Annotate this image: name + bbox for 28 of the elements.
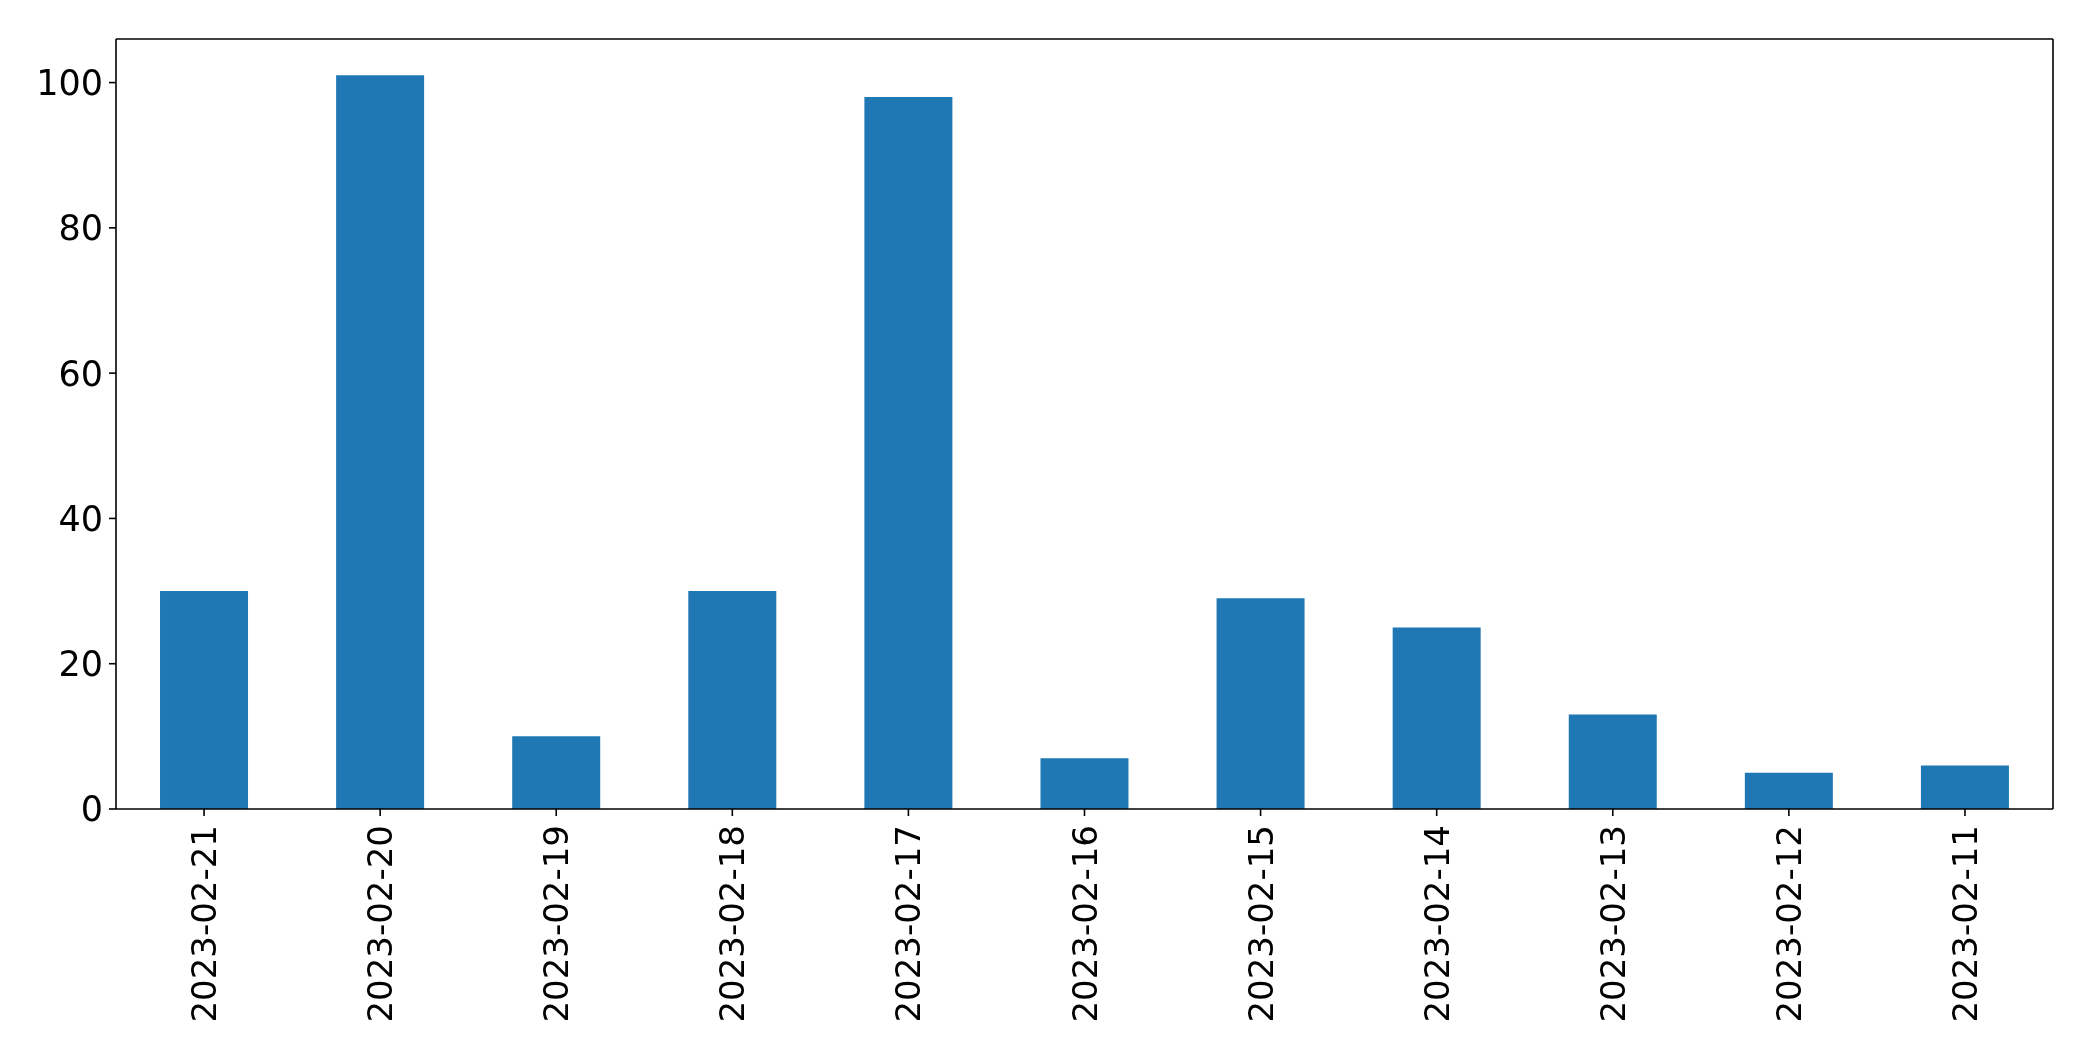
x-tick-label: 2023-02-14 (1416, 825, 1457, 1023)
bar (160, 591, 249, 809)
y-tick-label: 60 (58, 353, 103, 394)
x-tick-label: 2023-02-18 (712, 825, 753, 1023)
y-tick-label: 80 (58, 208, 103, 249)
x-tick-label: 2023-02-15 (1240, 825, 1281, 1023)
bar (1744, 772, 1833, 809)
x-tick-label: 2023-02-12 (1768, 825, 1809, 1023)
bar (512, 736, 601, 809)
x-tick-label: 2023-02-17 (888, 825, 929, 1023)
y-tick-label: 20 (58, 644, 103, 685)
bar (336, 75, 425, 809)
y-tick-label: 100 (36, 63, 103, 104)
x-tick-label: 2023-02-21 (184, 825, 225, 1023)
y-tick-label: 40 (58, 498, 103, 539)
bar (688, 591, 777, 809)
bar (1920, 765, 2009, 809)
bar (1568, 714, 1657, 809)
bar (1392, 627, 1481, 809)
bar (1216, 598, 1305, 809)
y-tick-label: 0 (80, 789, 103, 830)
x-tick-label: 2023-02-11 (1944, 825, 1985, 1023)
x-tick-label: 2023-02-19 (536, 825, 577, 1023)
x-tick-label: 2023-02-16 (1064, 825, 1105, 1023)
x-tick-label: 2023-02-20 (360, 825, 401, 1023)
x-tick-label: 2023-02-13 (1592, 825, 1633, 1023)
bar (864, 97, 953, 809)
bar (1040, 758, 1129, 809)
